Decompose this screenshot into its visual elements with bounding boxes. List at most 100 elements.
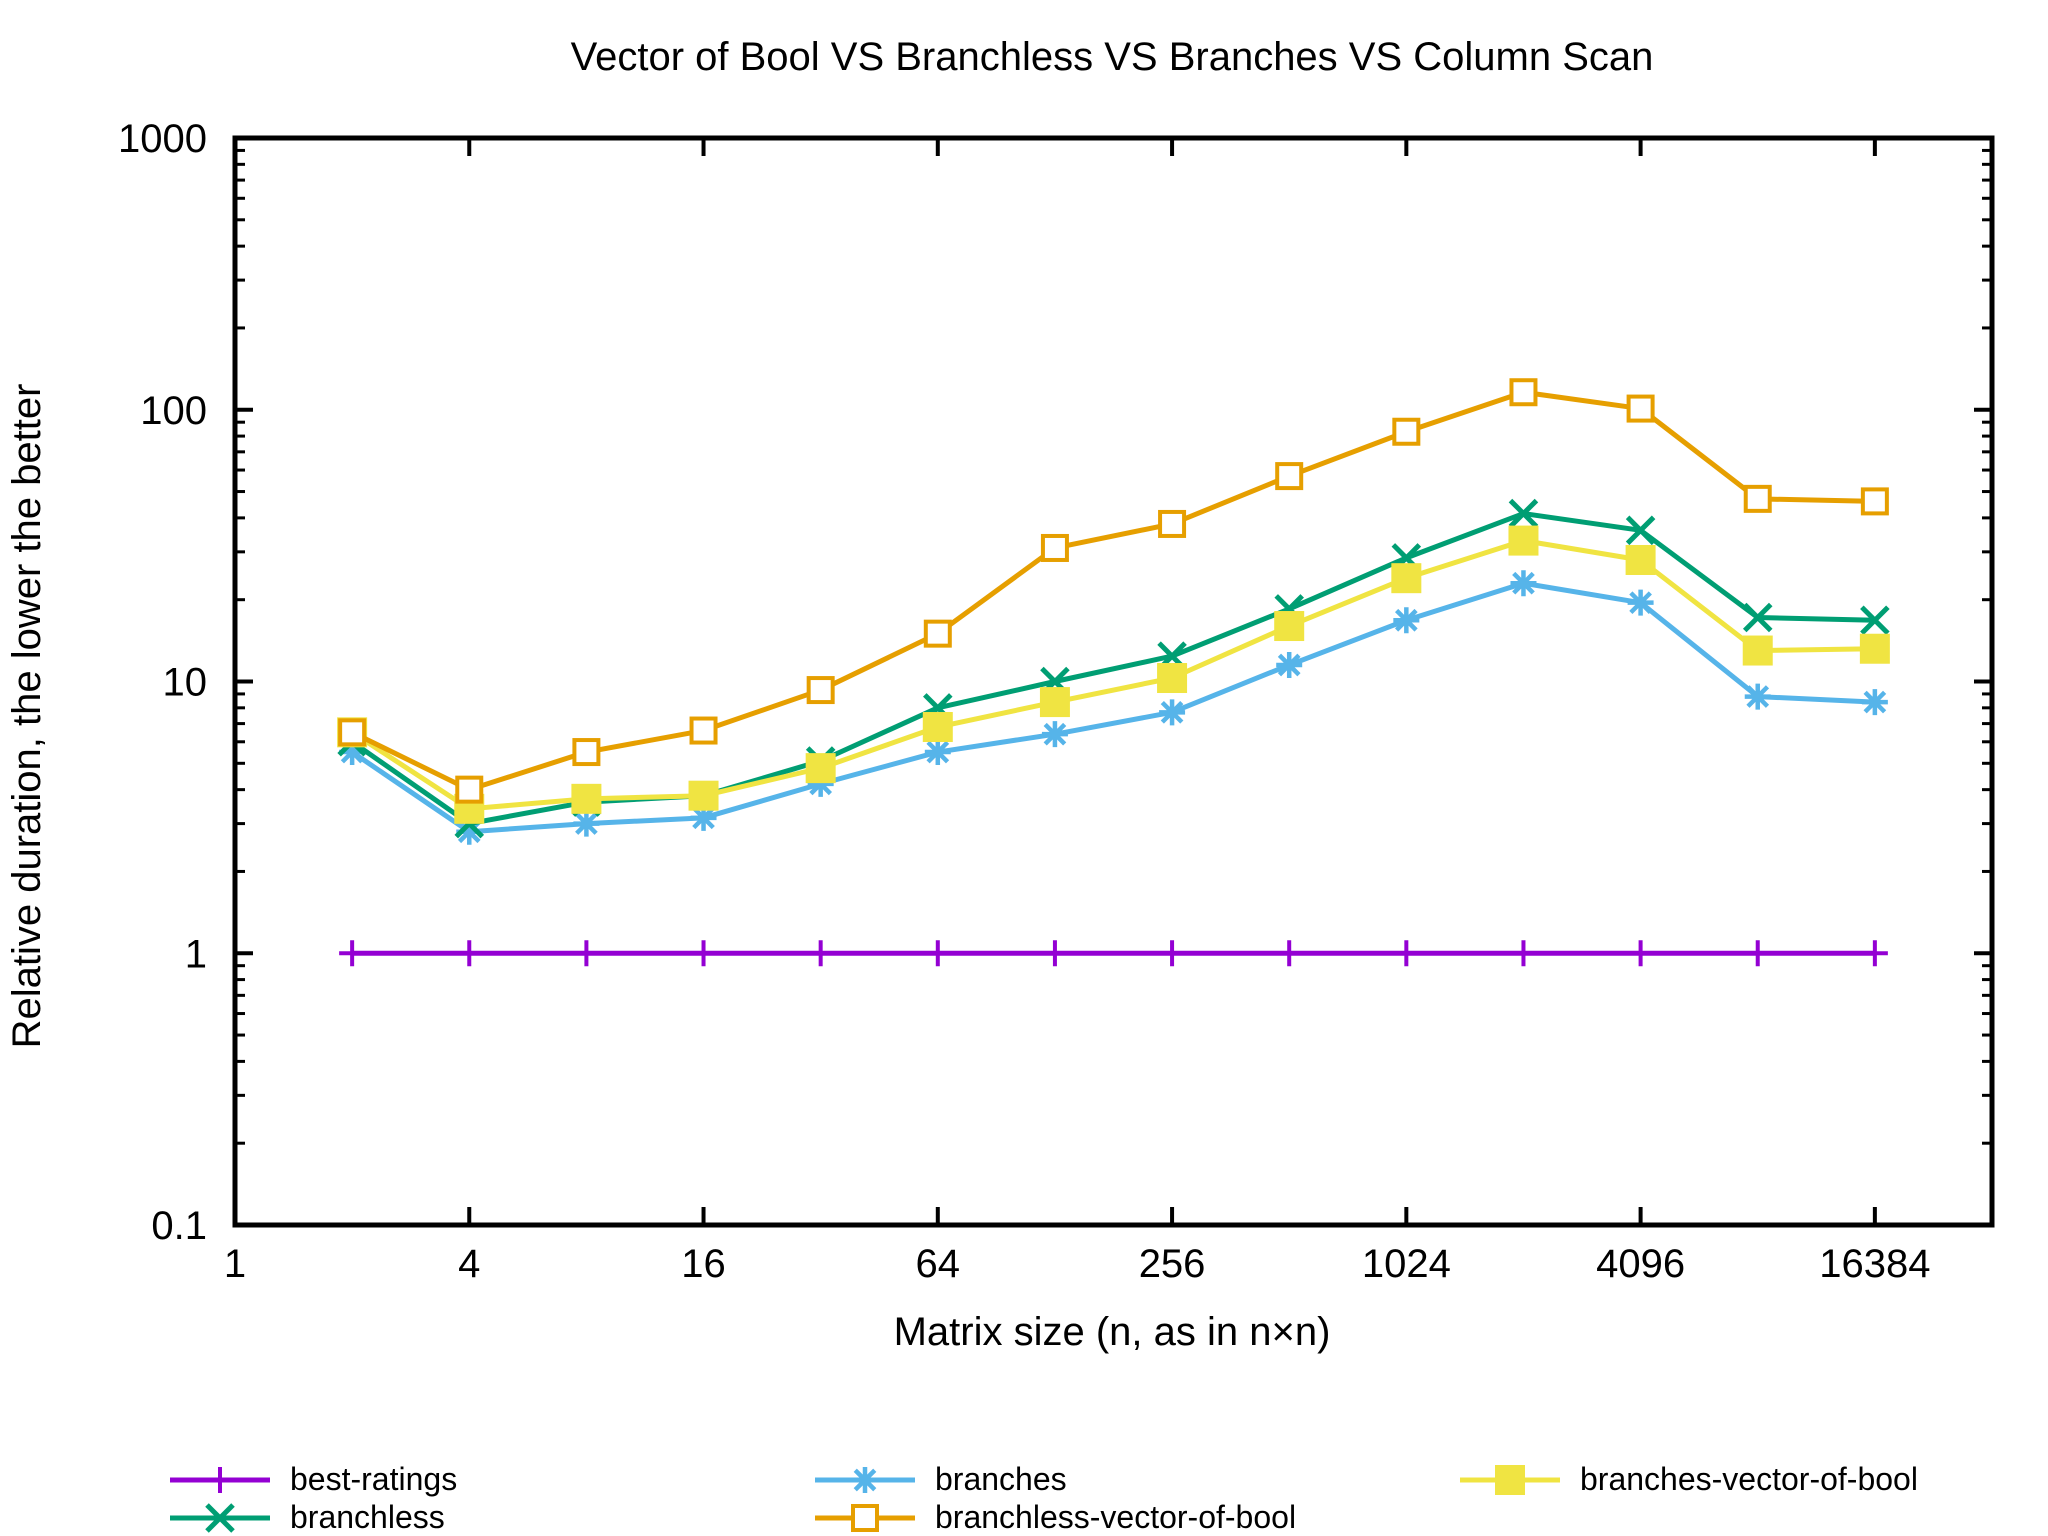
data-point-branchless-vector-of-bool (1626, 394, 1655, 423)
y-tick-label: 0.1 (151, 1204, 207, 1248)
data-point-branchless-vector-of-bool (1743, 484, 1772, 513)
series-line-branchless (350, 511, 1875, 827)
data-point-branchless (1742, 602, 1773, 633)
y-tick-label: 100 (140, 389, 207, 433)
series-branches-vector-of-bool (337, 525, 1890, 824)
data-point-branchless-vector-of-bool (1509, 378, 1538, 407)
data-point-branches (1627, 589, 1654, 616)
data-point-best-ratings (1744, 940, 1771, 967)
data-point-best-ratings (573, 940, 600, 967)
legend-marker (852, 1467, 878, 1493)
x-tick-label: 4096 (1596, 1242, 1685, 1286)
series-branchless-vector-of-bool (338, 378, 1889, 804)
data-point-branches (1393, 607, 1420, 634)
x-tick-label: 1024 (1362, 1242, 1451, 1286)
data-point-branchless-vector-of-bool (1860, 487, 1889, 516)
y-tick-label: 10 (163, 661, 208, 705)
data-point-best-ratings (1159, 940, 1186, 967)
data-point-branches (690, 804, 717, 831)
x-tick-label: 256 (1139, 1242, 1206, 1286)
series-line-branchless-vector-of-bool (351, 389, 1875, 793)
legend-marker (207, 1467, 233, 1493)
legend-item-best-ratings: best-ratings (170, 1461, 457, 1497)
legend-marker (1495, 1465, 1525, 1495)
data-point-branchless-vector-of-bool (1040, 533, 1069, 562)
x-tick-label: 4 (458, 1242, 480, 1286)
chart-title: Vector of Bool VS Branchless VS Branches… (571, 35, 1654, 79)
legend-marker (851, 1504, 879, 1532)
legend-item-branches-vector-of-bool: branches-vector-of-bool (1460, 1461, 1918, 1497)
legend-label: branchless-vector-of-bool (935, 1499, 1296, 1535)
data-point-branches (1510, 570, 1537, 597)
x-tick-label: 64 (916, 1242, 961, 1286)
data-point-branches-vector-of-bool (688, 780, 719, 811)
data-point-branches-vector-of-bool (922, 712, 953, 743)
data-point-best-ratings (1276, 940, 1303, 967)
legend-label: branches-vector-of-bool (1580, 1461, 1918, 1497)
legend-item-branchless-vector-of-bool: branchless-vector-of-bool (815, 1499, 1296, 1535)
data-point-branches (339, 739, 366, 766)
data-point-branches (1159, 699, 1186, 726)
data-point-branchless-vector-of-bool (1275, 462, 1304, 491)
data-point-best-ratings (1510, 940, 1537, 967)
data-point-branchless-vector-of-bool (338, 718, 367, 747)
y-tick-label: 1000 (118, 117, 207, 161)
data-point-branches (1744, 683, 1771, 710)
data-point-branches-vector-of-bool (1508, 525, 1539, 556)
data-point-branches-vector-of-bool (1157, 663, 1188, 694)
legend-marker (205, 1503, 235, 1533)
series-line-branches (350, 580, 1875, 835)
y-axis-ticks: 0.1 1 10 100 1000 (118, 117, 1992, 1248)
data-point-branchless-vector-of-bool (572, 738, 601, 767)
data-point-branches-vector-of-bool (1039, 687, 1070, 718)
data-point-branches-vector-of-bool (805, 753, 836, 784)
legend-item-branchless: branchless (170, 1499, 445, 1535)
series-layer (337, 378, 1890, 967)
data-point-branches (924, 739, 951, 766)
data-point-branchless-vector-of-bool (689, 716, 718, 745)
data-point-branchless-vector-of-bool (1158, 509, 1187, 538)
data-point-branches (1041, 721, 1068, 748)
data-point-best-ratings (690, 940, 717, 967)
data-point-best-ratings (1627, 940, 1654, 967)
x-tick-label: 1 (224, 1242, 246, 1286)
legend-item-branches: branches (815, 1461, 1067, 1497)
data-point-branches-vector-of-bool (1742, 635, 1773, 666)
data-point-branches-vector-of-bool (1391, 563, 1422, 594)
data-point-best-ratings (1393, 940, 1420, 967)
data-point-branchless-vector-of-bool (455, 775, 484, 804)
series-best-ratings (339, 940, 1888, 967)
y-axis-label: Relative duration, the lower the better (5, 384, 49, 1049)
legend-label: branches (935, 1461, 1067, 1497)
data-point-branchless (1625, 515, 1656, 546)
data-point-best-ratings (1861, 940, 1888, 967)
legend-label: best-ratings (290, 1461, 457, 1497)
data-point-branches (573, 810, 600, 837)
data-point-best-ratings (924, 940, 951, 967)
data-point-best-ratings (807, 940, 834, 967)
x-axis-label: Matrix size (n, as in n×n) (894, 1310, 1331, 1354)
data-point-branches (807, 770, 834, 797)
data-point-branchless (1860, 605, 1890, 636)
x-tick-label: 16 (681, 1242, 726, 1286)
data-point-branches-vector-of-bool (1625, 544, 1656, 575)
data-point-branches-vector-of-bool (571, 783, 602, 814)
data-point-branches (1276, 652, 1303, 679)
x-axis-ticks: 1 4 16 64 256 1024 4096 16384 (224, 138, 1930, 1286)
data-point-branches-vector-of-bool (1859, 633, 1890, 664)
y-tick-label: 1 (185, 932, 207, 976)
data-point-branches-vector-of-bool (1274, 611, 1305, 642)
plot-frame (232, 135, 1995, 1228)
legend-label: branchless (290, 1499, 445, 1535)
data-point-branchless-vector-of-bool (1392, 417, 1421, 446)
data-point-branchless-vector-of-bool (806, 676, 835, 705)
data-point-branchless (1508, 498, 1539, 529)
data-point-best-ratings (339, 940, 366, 967)
series-branches (339, 570, 1888, 845)
legend: best-ratings branches branches-vector-of-b… (170, 1461, 1918, 1535)
data-point-best-ratings (456, 940, 483, 967)
data-point-branches (456, 818, 483, 845)
data-point-best-ratings (1041, 940, 1068, 967)
data-point-branches (1861, 689, 1888, 716)
